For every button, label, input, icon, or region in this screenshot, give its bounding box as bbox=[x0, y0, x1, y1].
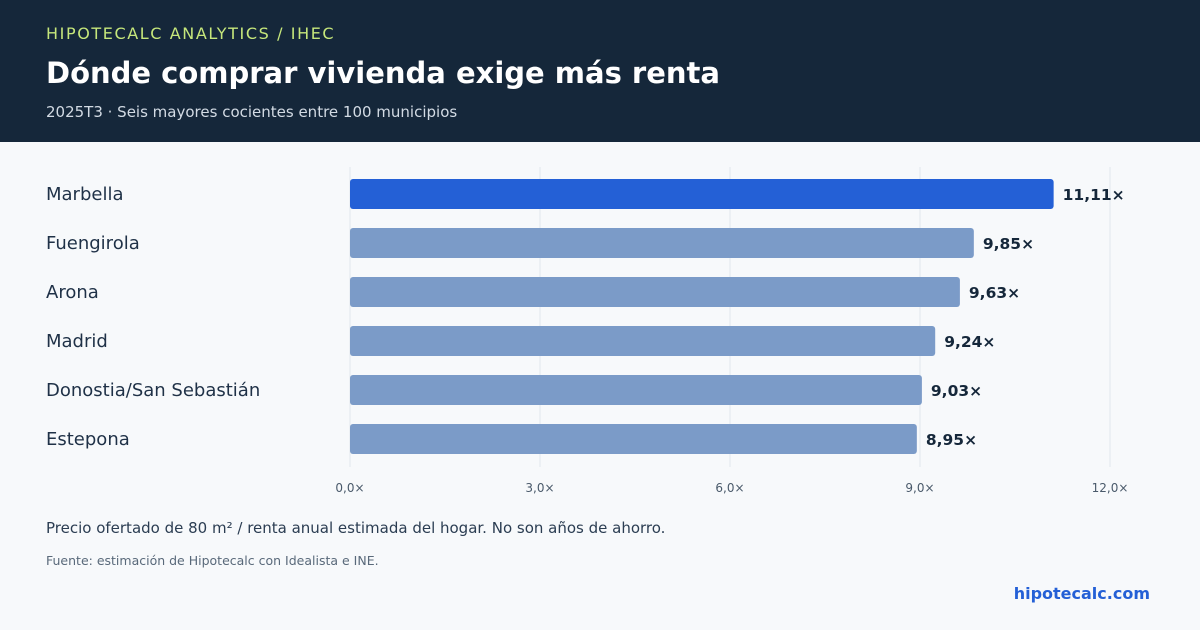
category-label: Arona bbox=[46, 282, 99, 303]
x-tick-label: 0,0× bbox=[335, 481, 364, 495]
bar-value-label: 8,95× bbox=[926, 431, 977, 449]
x-tick-label: 12,0× bbox=[1092, 481, 1129, 495]
page-subtitle: 2025T3 · Seis mayores cocientes entre 10… bbox=[46, 103, 458, 121]
x-tick-label: 3,0× bbox=[525, 481, 554, 495]
bar bbox=[350, 179, 1054, 209]
bar bbox=[350, 277, 960, 307]
bar bbox=[350, 375, 922, 405]
brand-link[interactable]: hipotecalc.com bbox=[1013, 584, 1150, 603]
bar-chart: 0,0× 3,0× 6,0× 9,0× 12,0× Marbella 11,11× Fueng… bbox=[46, 167, 1129, 495]
kicker: HIPOTECALC ANALYTICS / IHEC bbox=[46, 24, 336, 43]
category-label: Donostia/San Sebastián bbox=[46, 380, 260, 401]
bar-value-label: 9,63× bbox=[969, 284, 1020, 302]
category-label: Madrid bbox=[46, 331, 108, 352]
page-title: Dónde comprar vivienda exige más renta bbox=[46, 56, 720, 90]
category-label: Marbella bbox=[46, 184, 124, 205]
bar bbox=[350, 424, 917, 454]
methodology-note: Precio ofertado de 80 m² / renta anual e… bbox=[46, 519, 666, 537]
category-label: Fuengirola bbox=[46, 233, 140, 254]
bar-value-label: 9,24× bbox=[944, 333, 995, 351]
bar-value-label: 9,03× bbox=[931, 382, 982, 400]
bar bbox=[350, 326, 936, 356]
bar-value-label: 9,85× bbox=[983, 235, 1034, 253]
x-tick-label: 9,0× bbox=[905, 481, 934, 495]
x-tick-label: 6,0× bbox=[715, 481, 744, 495]
source-note: Fuente: estimación de Hipotecalc con Ide… bbox=[46, 553, 379, 568]
bar bbox=[350, 228, 974, 258]
bar-value-label: 11,11× bbox=[1063, 186, 1125, 204]
category-label: Estepona bbox=[46, 429, 130, 450]
header-banner: HIPOTECALC ANALYTICS / IHEC Dónde compra… bbox=[0, 0, 1200, 142]
